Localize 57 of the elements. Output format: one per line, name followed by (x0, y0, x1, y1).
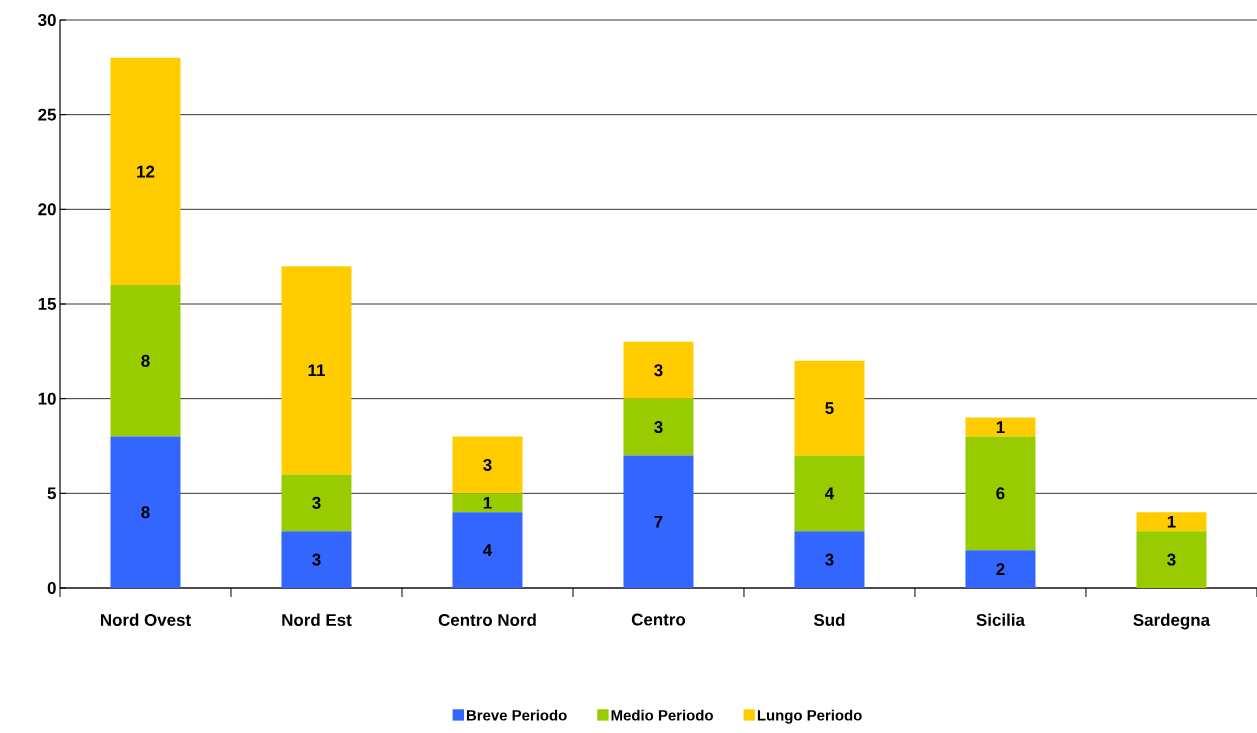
bar (110, 436, 181, 588)
y-tick-label: 5 (47, 487, 57, 500)
legend-label: Lungo Periodo (757, 709, 862, 724)
y-tick-label: 20 (38, 203, 56, 216)
data-label: 4 (483, 544, 493, 556)
bar (965, 417, 1036, 437)
data-label: 3 (654, 421, 663, 434)
bar (1136, 531, 1207, 588)
bar (452, 436, 523, 494)
data-label: 3 (654, 364, 663, 377)
x-tick-label: Sicilia (976, 613, 1026, 626)
bar (110, 285, 181, 437)
x-tick-label: Sud (813, 613, 845, 626)
bar (281, 531, 352, 588)
data-label: 2 (996, 563, 1005, 575)
y-tick-label: 15 (38, 298, 57, 310)
bar (794, 360, 865, 456)
bar (452, 493, 523, 513)
data-label: 8 (141, 506, 150, 519)
bar (452, 512, 523, 588)
legend-label: Medio Periodo (611, 709, 713, 721)
bar (1136, 512, 1207, 532)
bar (623, 455, 694, 588)
bar (794, 455, 865, 532)
data-label: 11 (308, 364, 325, 377)
data-label: 1 (483, 496, 492, 509)
bar (965, 436, 1036, 551)
bar (794, 531, 865, 588)
x-tick-label: Nord Est (282, 613, 352, 626)
data-label: 6 (996, 487, 1005, 500)
data-label: 5 (825, 402, 834, 415)
y-tick-label: 0 (47, 582, 56, 594)
bar (623, 341, 694, 399)
data-label: 1 (1167, 515, 1176, 528)
x-tick-label: Centro (631, 613, 686, 626)
bar (110, 57, 181, 286)
bar (281, 474, 352, 532)
x-tick-label: Nord Ovest (100, 613, 191, 626)
data-label: 3 (1167, 553, 1176, 566)
data-label: 3 (825, 553, 834, 566)
bar (623, 398, 694, 456)
data-label: 8 (141, 354, 150, 367)
data-label: 3 (312, 553, 321, 566)
data-label: 4 (825, 487, 835, 500)
y-tick-label: 25 (38, 108, 57, 121)
data-label: 1 (996, 421, 1005, 433)
bar (281, 266, 352, 475)
bar (965, 550, 1036, 588)
data-label: 12 (137, 165, 155, 178)
data-label: 3 (483, 458, 492, 471)
x-tick-label: Sardegna (1133, 613, 1211, 630)
data-label: 3 (312, 496, 321, 509)
x-tick-label: Centro Nord (438, 613, 536, 626)
data-label: 7 (654, 515, 663, 528)
y-tick-label: 30 (38, 13, 56, 26)
legend-label: Breve Periodo (466, 709, 567, 721)
y-tick-label: 10 (38, 392, 56, 405)
